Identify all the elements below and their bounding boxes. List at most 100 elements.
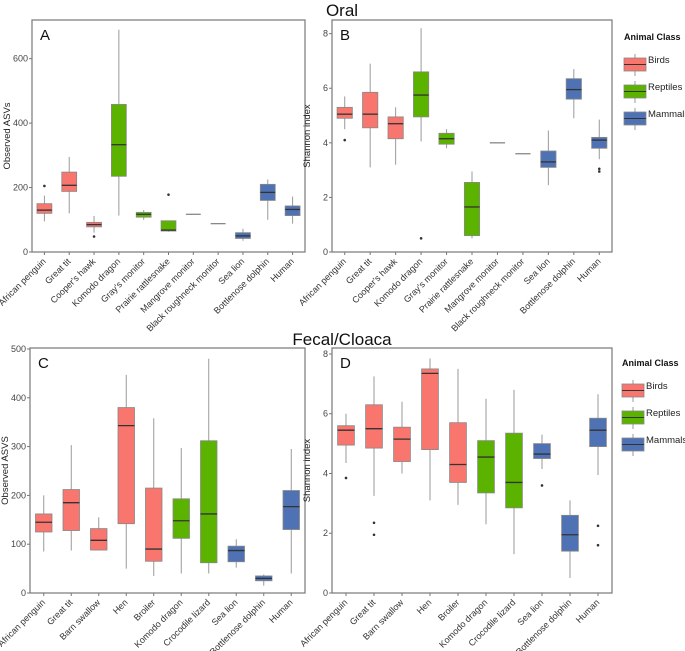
- box-iqr: [365, 404, 383, 449]
- box-iqr: [111, 104, 127, 177]
- legend-label: Mammals: [648, 109, 685, 120]
- box-iqr: [565, 78, 582, 100]
- box-bottlenose-dolphin: [255, 574, 273, 586]
- y-tick-label: 4: [323, 468, 328, 478]
- box-iqr: [393, 426, 411, 462]
- box-komodo-dragon: [413, 28, 430, 240]
- oral-section-title: Oral: [326, 1, 358, 20]
- box-iqr: [413, 71, 430, 118]
- outlier-point: [597, 167, 601, 171]
- box-iqr: [227, 545, 245, 563]
- fecal-section-title: Fecal/Cloaca: [292, 330, 392, 349]
- outlier-point: [419, 237, 423, 240]
- y-tick-label: 300: [11, 442, 26, 452]
- box-iqr: [421, 368, 439, 450]
- box-hen: [117, 374, 135, 569]
- x-tick-label: African penguin: [0, 256, 48, 307]
- box-iqr: [336, 106, 353, 119]
- box-iqr: [35, 513, 53, 533]
- y-tick-label: 2: [323, 192, 328, 202]
- legend-key-birds: Birds: [621, 380, 668, 402]
- box-iqr: [36, 203, 53, 214]
- box-prairie-rattlesnake: [463, 171, 481, 239]
- y-tick-label: 4: [323, 138, 328, 148]
- y-tick-label: 600: [13, 54, 28, 64]
- box-iqr: [540, 150, 557, 168]
- x-tick-label: Broiler: [132, 597, 157, 622]
- y-tick-label: 8: [323, 349, 328, 359]
- x-tick-label: Human: [268, 256, 296, 284]
- box-crocodile-lizard: [505, 389, 523, 555]
- box-iqr: [477, 440, 495, 494]
- y-tick-label: 0: [323, 588, 328, 598]
- legend-key-mammals: Mammals: [623, 108, 685, 130]
- y-tick-label: 200: [11, 490, 26, 500]
- y-axis-title: Observed ASVS: [0, 436, 11, 505]
- box-cooper-s-hawk: [86, 215, 102, 238]
- box-human: [589, 394, 607, 547]
- y-tick-label: 8: [323, 29, 328, 39]
- outlier-point: [372, 521, 376, 525]
- legend-key-reptiles: Reptiles: [623, 81, 683, 103]
- legend-title: Animal Class: [624, 32, 681, 42]
- x-tick-label: Hen: [415, 597, 434, 616]
- panel-c: C 0 100 200 300 400 500 Observed ASVS African pe…: [0, 344, 306, 651]
- x-tick-label: Human: [267, 597, 295, 625]
- box-iqr: [61, 171, 78, 192]
- x-tick-label: African penguin: [298, 597, 349, 648]
- box-iqr: [505, 432, 523, 509]
- box-human: [591, 119, 608, 173]
- box-iqr: [90, 528, 108, 551]
- box-african-penguin: [336, 96, 353, 142]
- box-iqr: [387, 116, 404, 140]
- legend-key-mammals: Mammals: [621, 434, 685, 456]
- box-cooper-s-hawk: [387, 107, 404, 165]
- box-iqr: [282, 490, 300, 530]
- box-barn-swallow: [90, 517, 108, 551]
- panel-label: D: [340, 355, 351, 372]
- x-tick-label: Komodo dragon: [437, 597, 489, 649]
- x-tick-label: Broiler: [436, 597, 461, 622]
- box-human: [282, 449, 300, 574]
- outlier-point: [344, 476, 348, 480]
- legend-title: Animal Class: [622, 358, 679, 368]
- box-iqr: [145, 487, 163, 562]
- y-tick-label: 400: [11, 393, 26, 403]
- box-bottlenose-dolphin: [565, 69, 582, 119]
- legend-key-birds: Birds: [623, 54, 670, 76]
- box-iqr: [561, 514, 579, 552]
- box-bottlenose-dolphin: [561, 500, 579, 579]
- box-sea-lion: [540, 130, 557, 186]
- plot-frame: [29, 347, 306, 594]
- box-great-tit: [61, 156, 78, 214]
- box-iqr: [172, 498, 190, 539]
- box-african-penguin: [337, 413, 355, 480]
- y-tick-label: 6: [323, 83, 328, 93]
- box-iqr: [284, 205, 301, 216]
- box-gray-s-monitor: [438, 129, 455, 149]
- box-iqr: [362, 91, 379, 129]
- box-broiler: [449, 368, 467, 505]
- box-iqr: [591, 136, 608, 149]
- plot-frame: [31, 19, 306, 253]
- box-hen: [421, 358, 439, 501]
- box-crocodile-lizard: [200, 358, 218, 574]
- y-axis-title: Shannon index: [302, 439, 313, 503]
- box-iqr: [62, 489, 80, 531]
- outlier-point: [372, 533, 376, 537]
- y-tick-label: 400: [13, 118, 28, 128]
- box-iqr: [117, 407, 135, 525]
- box-prairie-rattlesnake: [160, 193, 177, 232]
- outlier-point: [167, 193, 170, 196]
- box-iqr: [589, 417, 607, 447]
- box-iqr: [463, 181, 481, 237]
- outlier-point: [597, 170, 601, 173]
- box-great-tit: [62, 445, 80, 551]
- box-komodo-dragon: [111, 29, 127, 216]
- box-sea-lion: [533, 434, 551, 487]
- legend: Animal Class Birds Reptiles Mammals: [621, 358, 685, 456]
- box-broiler: [145, 418, 163, 576]
- legend-label: Reptiles: [646, 408, 681, 419]
